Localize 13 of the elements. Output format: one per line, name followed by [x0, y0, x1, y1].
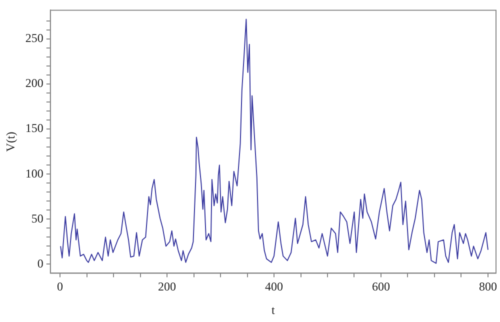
y-tick-label: 200: [25, 76, 44, 90]
y-axis-title: V(t): [3, 132, 18, 152]
x-axis-title: t: [272, 302, 276, 317]
x-tick-label: 0: [57, 280, 64, 294]
x-tick-label: 600: [372, 280, 390, 294]
y-tick-label: 50: [31, 211, 44, 226]
y-tick-label: 100: [25, 166, 44, 180]
y-tick-label: 150: [25, 121, 44, 136]
y-tick-label: 0: [37, 256, 44, 270]
x-tick-label: 800: [478, 280, 497, 294]
y-tick-label: 250: [25, 31, 44, 46]
x-tick-label: 200: [158, 280, 176, 294]
x-tick-label: 400: [265, 280, 284, 294]
